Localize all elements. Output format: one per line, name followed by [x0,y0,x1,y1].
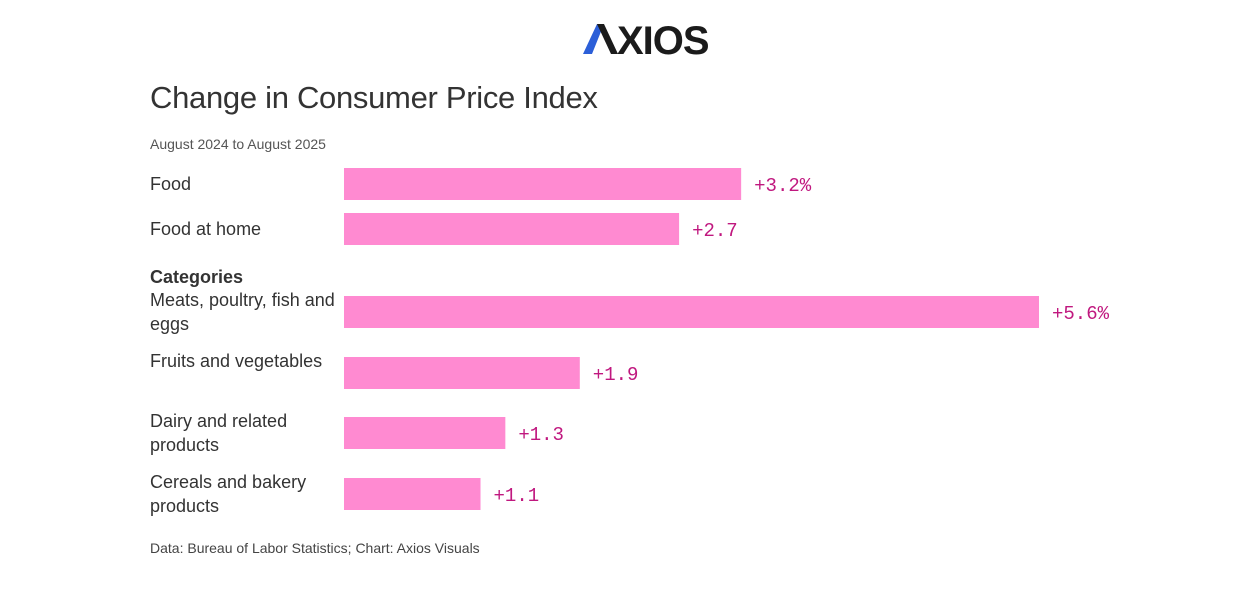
value-label-4: +1.9 [593,364,639,386]
value-label-5: +1.3 [518,424,564,446]
value-label-1: +3.2% [754,175,812,197]
axios-logo: XIOS [583,20,710,60]
value-label-6: +1.1 [494,485,540,507]
value-label-3: +5.6% [1052,303,1110,325]
bar-1 [344,168,742,200]
source-note: Data: Bureau of Labor Statistics; Chart:… [150,540,480,556]
bar-5 [344,417,506,449]
category-label-4: Fruits and vegetables [150,351,323,371]
section-label-categories: Categories [150,267,244,287]
chart-subtitle: August 2024 to August 2025 [150,136,326,152]
category-label-2: Food at home [150,219,262,239]
category-label-6: Cereals and bakery products [150,472,307,516]
bar-6 [344,478,481,510]
category-label-5: Dairy and related products [150,411,288,455]
category-label-3: Meats, poultry, fish and eggs [150,290,335,334]
chart-title: Change in Consumer Price Index [150,80,598,115]
svg-text:XIOS: XIOS [617,20,709,60]
category-label-1: Food [150,174,192,194]
bar-3 [344,296,1039,328]
bar-2 [344,213,680,245]
value-label-2: +2.7 [692,220,738,242]
bar-4 [344,357,580,389]
